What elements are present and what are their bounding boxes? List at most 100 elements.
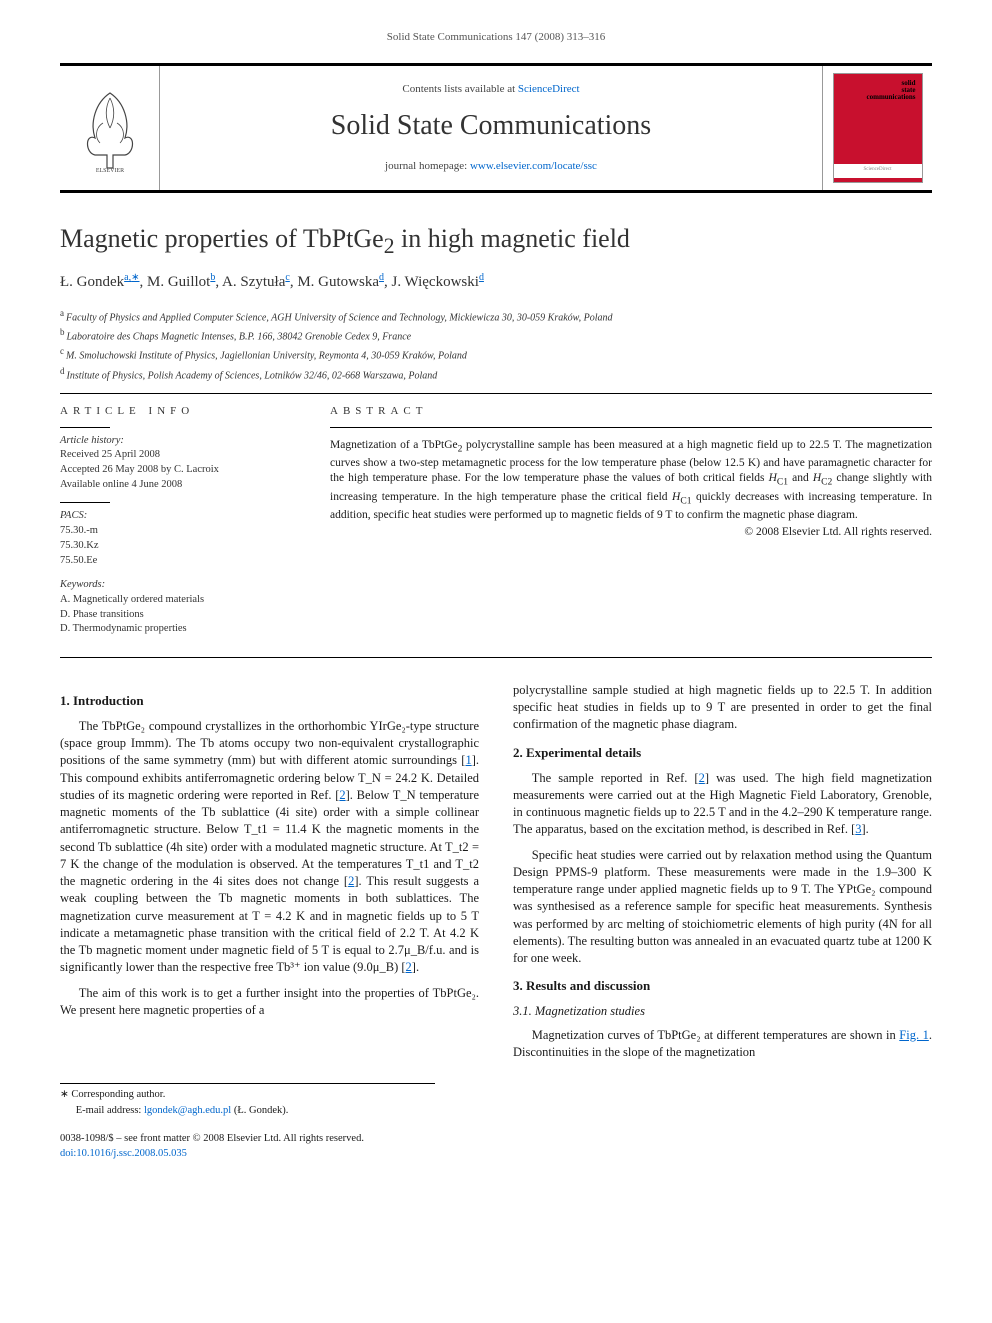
publisher-logo: ELSEVIER (60, 66, 160, 190)
text-frag: ]. (862, 822, 869, 836)
article-history-block: Article history: Received 25 April 2008 … (60, 434, 290, 493)
body-paragraph: The aim of this work is to get a further… (60, 985, 479, 1020)
pacs-line: 75.30.-m (60, 524, 290, 539)
aff-key: b (60, 327, 65, 337)
journal-cover-thumbnail: solid state communications ScienceDirect (833, 73, 923, 183)
bottom-matter: 0038-1098/$ – see front matter © 2008 El… (60, 1132, 932, 1161)
aff-text: Institute of Physics, Polish Academy of … (67, 370, 438, 381)
abs-frag: and (788, 472, 813, 484)
author: Ł. Gondeka,∗ (60, 274, 140, 290)
front-matter-line: 0038-1098/$ – see front matter © 2008 El… (60, 1132, 932, 1147)
body-paragraph: Specific heat studies were carried out b… (513, 847, 932, 968)
keyword-line: A. Magnetically ordered materials (60, 593, 290, 608)
author-aff-link[interactable]: c (285, 272, 289, 283)
aff-key: d (60, 366, 65, 376)
author-corr-link[interactable]: ∗ (131, 272, 139, 283)
corresponding-author-footnote: ∗ Corresponding author. (60, 1088, 435, 1102)
doi-link[interactable]: doi:10.1016/j.ssc.2008.05.035 (60, 1148, 187, 1159)
abs-sub: C2 (821, 477, 832, 488)
affiliation: cM. Smoluchowski Institute of Physics, J… (60, 345, 932, 363)
masthead: ELSEVIER Contents lists available at Sci… (60, 63, 932, 193)
title-subscript: 2 (384, 234, 395, 258)
article-info-heading: article info (60, 404, 290, 419)
keyword-line: D. Thermodynamic properties (60, 622, 290, 637)
keywords-block: Keywords: A. Magnetically ordered materi… (60, 578, 290, 637)
mini-divider (60, 427, 110, 428)
journal-cover-box: solid state communications ScienceDirect (822, 66, 932, 190)
keyword-line: D. Phase transitions (60, 608, 290, 623)
homepage-link[interactable]: www.elsevier.com/locate/ssc (470, 160, 597, 172)
divider (330, 427, 932, 428)
contents-line: Contents lists available at ScienceDirec… (402, 82, 579, 97)
masthead-center: Contents lists available at ScienceDirec… (160, 66, 822, 190)
author: A. Szytułac (222, 274, 290, 290)
affiliations: aFaculty of Physics and Applied Computer… (60, 307, 932, 383)
mini-divider (60, 502, 110, 503)
history-line: Accepted 26 May 2008 by C. Lacroix (60, 463, 290, 478)
email-tail: (Ł. Gondek). (231, 1105, 288, 1116)
history-label: Article history: (60, 434, 290, 449)
email-label: E-mail address: (76, 1105, 144, 1116)
section-heading-experimental: 2. Experimental details (513, 744, 932, 762)
author-name: Ł. Gondek (60, 274, 124, 290)
body-paragraph: Magnetization curves of TbPtGe₂ at diffe… (513, 1027, 932, 1062)
abstract-copyright: © 2008 Elsevier Ltd. All rights reserved… (330, 525, 932, 541)
abs-sym: H (813, 472, 821, 484)
body-paragraph: The sample reported in Ref. [2] was used… (513, 770, 932, 839)
article-info-column: article info Article history: Received 2… (60, 404, 290, 647)
authors-line: Ł. Gondeka,∗, M. Guillotb, A. Szytułac, … (60, 271, 932, 292)
divider (60, 393, 932, 394)
email-footnote: E-mail address: lgondek@agh.edu.pl (Ł. G… (60, 1104, 435, 1118)
homepage-line: journal homepage: www.elsevier.com/locat… (385, 159, 597, 174)
pacs-line: 75.30.Kz (60, 539, 290, 554)
subsection-heading-magnetization: 3.1. Magnetization studies (513, 1003, 932, 1020)
article-title: Magnetic properties of TbPtGe2 in high m… (60, 221, 932, 261)
affiliation: bLaboratoire des Chaps Magnetic Intenses… (60, 326, 932, 344)
author-name: M. Gutowska (297, 274, 379, 290)
history-line: Available online 4 June 2008 (60, 478, 290, 493)
abs-sym: H (769, 472, 777, 484)
title-part-2: in high magnetic field (395, 224, 630, 253)
aff-key: a (60, 308, 64, 318)
footnotes: ∗ Corresponding author. E-mail address: … (60, 1083, 435, 1118)
affiliation: aFaculty of Physics and Applied Computer… (60, 307, 932, 325)
author-name: J. Więckowski (391, 274, 478, 290)
abstract-column: abstract Magnetization of a TbPtGe2 poly… (330, 404, 932, 647)
aff-text: M. Smoluchowski Institute of Physics, Ja… (66, 351, 467, 362)
elsevier-tree-icon: ELSEVIER (75, 83, 145, 173)
sciencedirect-link[interactable]: ScienceDirect (518, 83, 580, 95)
text-frag: ]. (412, 960, 419, 974)
svg-text:ELSEVIER: ELSEVIER (95, 168, 123, 173)
pacs-block: PACS: 75.30.-m 75.30.Kz 75.50.Ee (60, 509, 290, 568)
text-frag: The sample reported in Ref. [ (532, 771, 699, 785)
body-columns: 1. Introduction The TbPtGe₂ compound cry… (60, 682, 932, 1069)
divider (60, 657, 932, 658)
cover-footer: ScienceDirect (834, 164, 922, 178)
author: J. Więckowskid (391, 274, 483, 290)
abstract-heading: abstract (330, 404, 932, 419)
aff-key: c (60, 346, 64, 356)
abs-frag: Magnetization of a TbPtGe (330, 439, 458, 451)
aff-text: Laboratoire des Chaps Magnetic Intenses,… (67, 331, 412, 342)
figure-link[interactable]: Fig. 1 (899, 1028, 929, 1042)
aff-text: Faculty of Physics and Applied Computer … (66, 312, 612, 323)
author-name: A. Szytuła (222, 274, 285, 290)
cover-title-text: solid state communications (867, 80, 916, 101)
body-paragraph: polycrystalline sample studied at high m… (513, 682, 932, 734)
author: M. Guillotb (147, 274, 215, 290)
author-aff-link[interactable]: d (379, 272, 384, 283)
body-paragraph: The TbPtGe₂ compound crystallizes in the… (60, 718, 479, 977)
abs-sub: C1 (777, 477, 788, 488)
abs-sub: C1 (680, 495, 691, 506)
pacs-line: 75.50.Ee (60, 554, 290, 569)
author-aff-link[interactable]: b (210, 272, 215, 283)
running-head: Solid State Communications 147 (2008) 31… (60, 30, 932, 45)
title-part-1: Magnetic properties of TbPtGe (60, 224, 384, 253)
text-frag: Magnetization curves of TbPtGe₂ at diffe… (532, 1028, 900, 1042)
author-aff-link[interactable]: d (479, 272, 484, 283)
email-link[interactable]: lgondek@agh.edu.pl (144, 1105, 231, 1116)
contents-prefix: Contents lists available at (402, 83, 517, 95)
homepage-prefix: journal homepage: (385, 160, 470, 172)
abstract-text: Magnetization of a TbPtGe2 polycrystalli… (330, 438, 932, 524)
author-name: M. Guillot (147, 274, 210, 290)
